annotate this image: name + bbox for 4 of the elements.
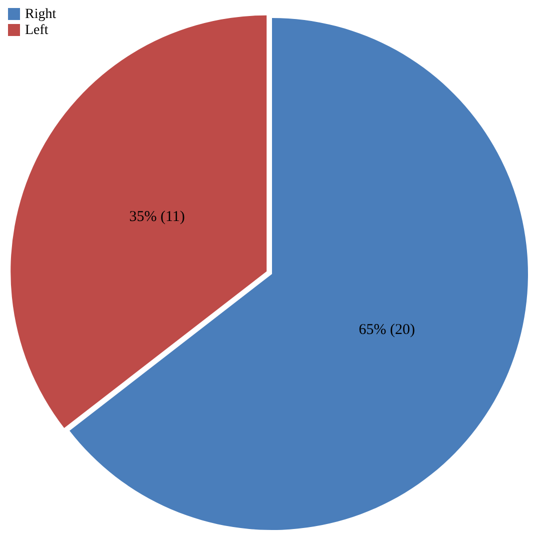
legend-label: Right xyxy=(25,7,56,22)
legend-label: Left xyxy=(25,23,48,38)
data-label: 35% (11) xyxy=(129,209,185,226)
data-label: 65% (20) xyxy=(358,322,416,338)
